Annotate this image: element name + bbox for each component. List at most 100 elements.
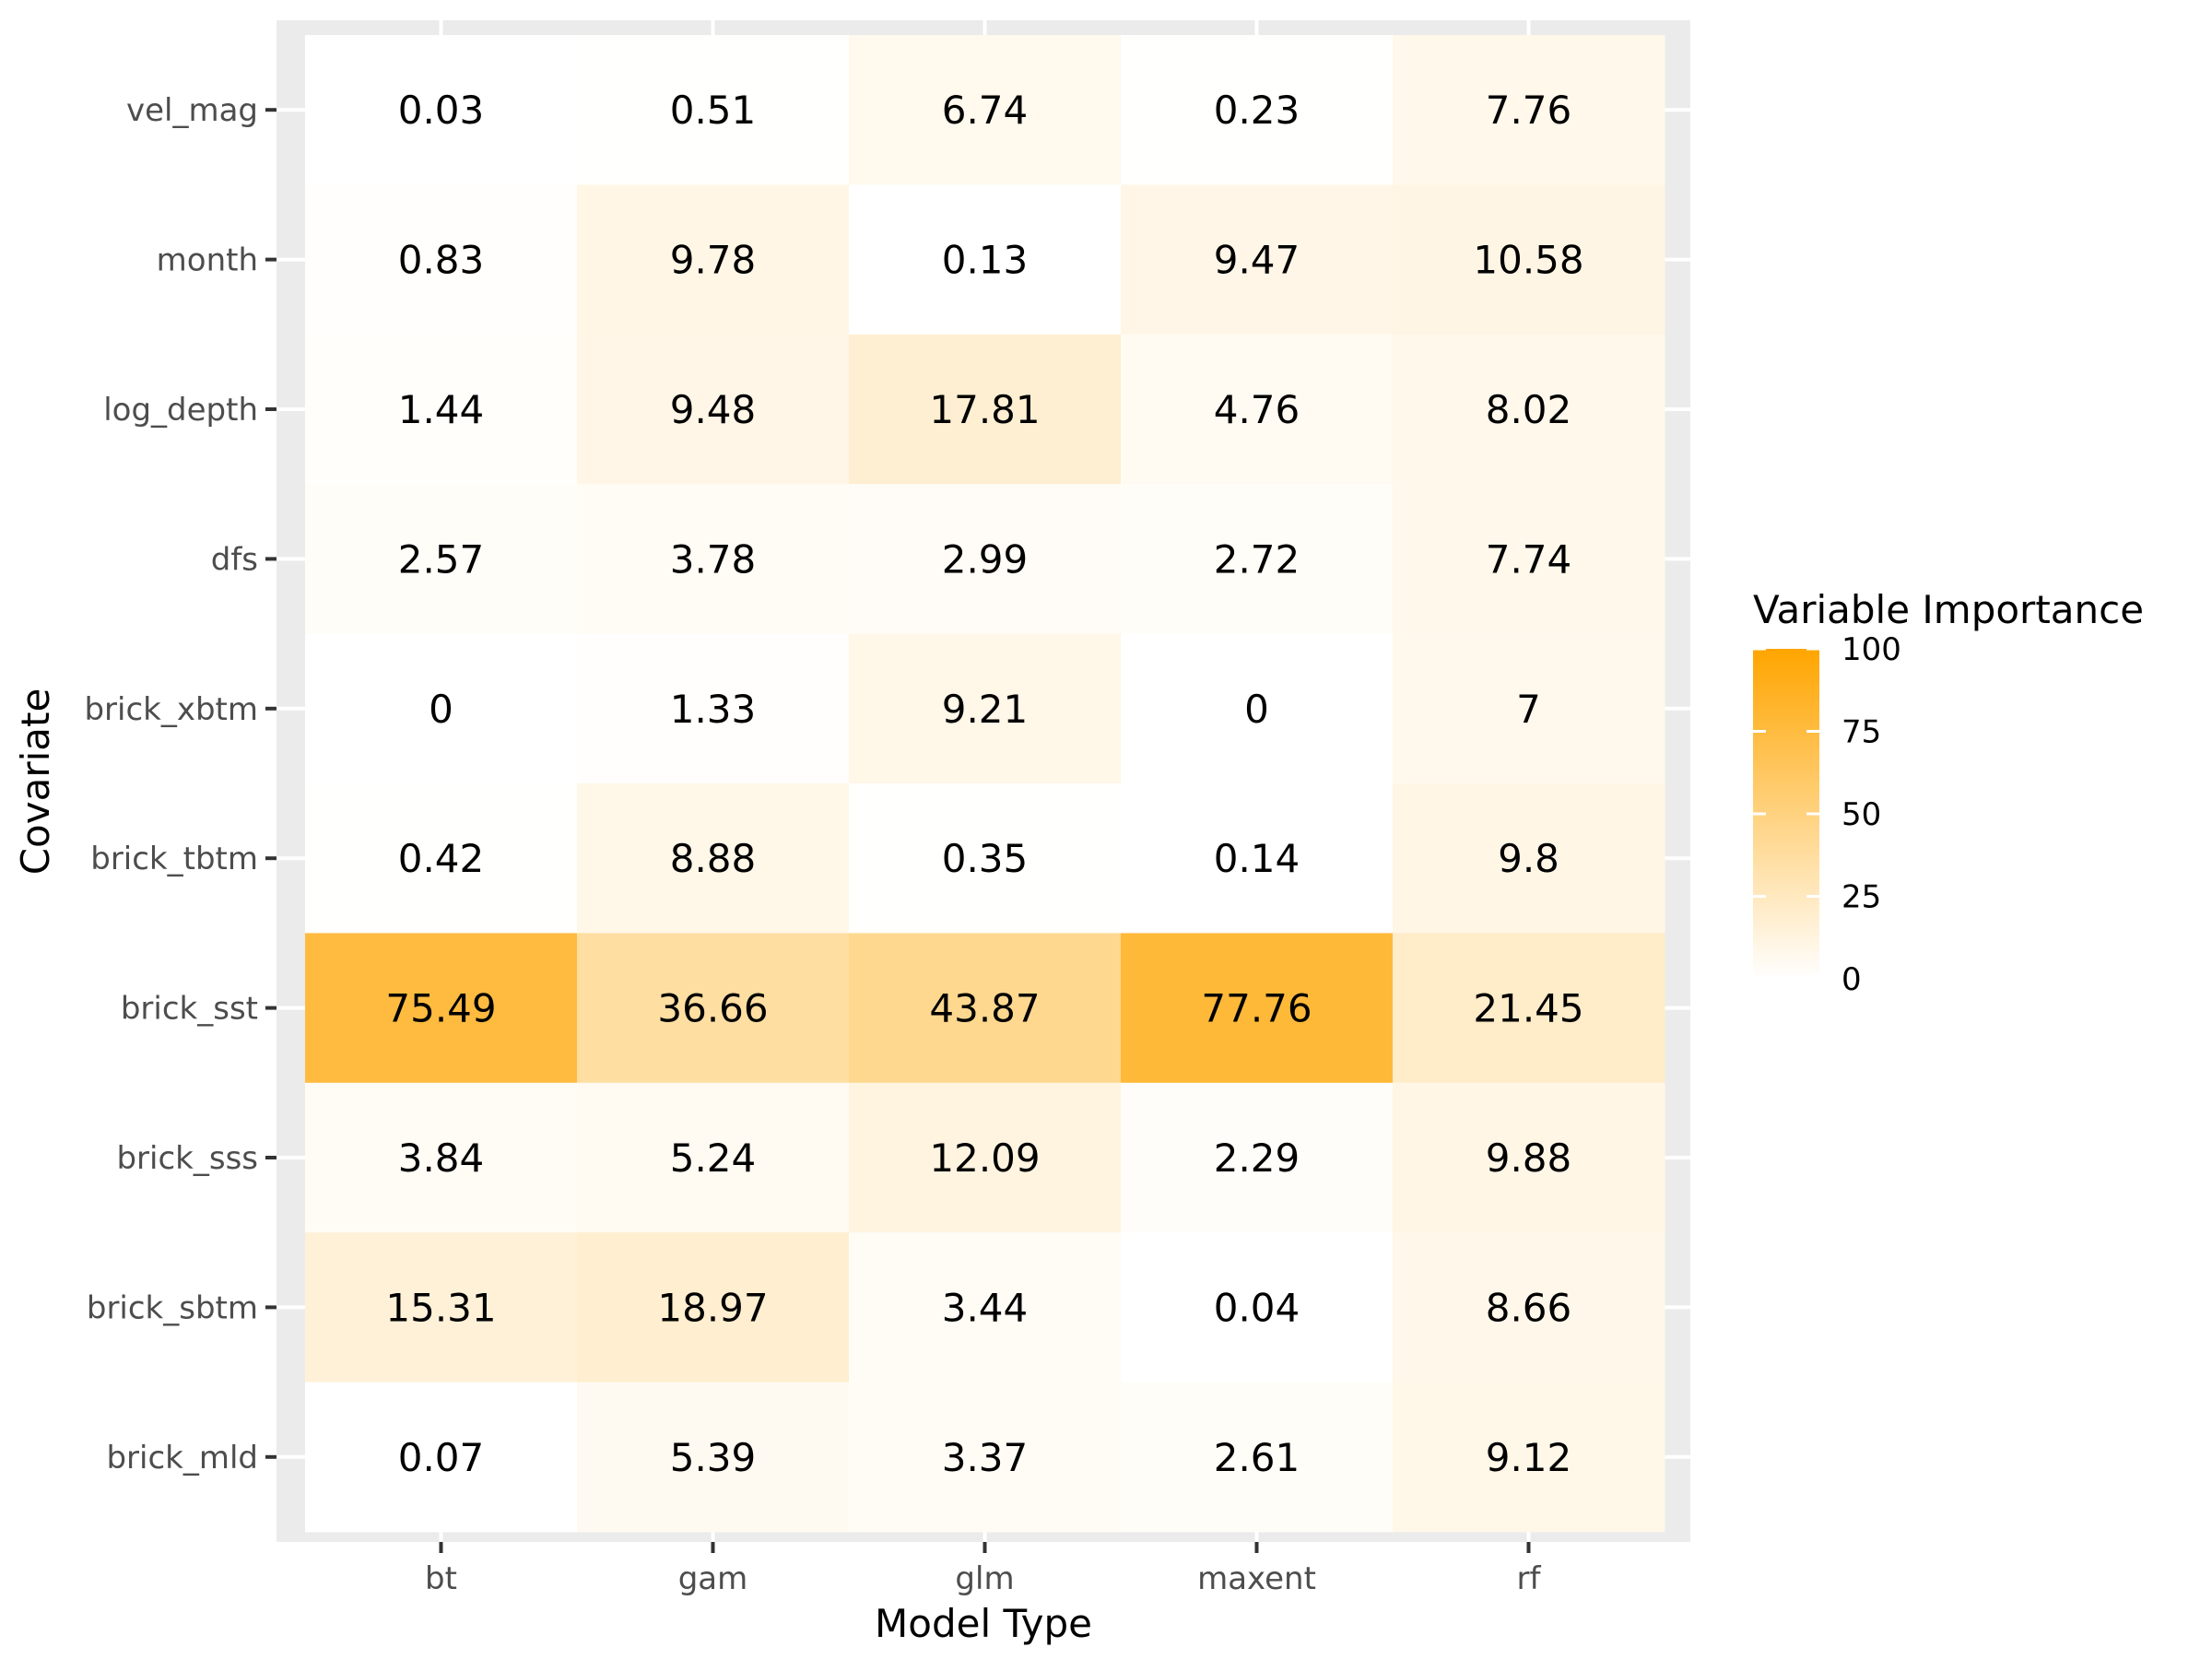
heatmap-cell	[305, 35, 578, 185]
heatmap-cell	[577, 933, 850, 1084]
cell-value-label: 17.81	[929, 387, 1040, 432]
cell-value-label: 43.87	[929, 986, 1040, 1031]
legend-title: Variable Importance	[1753, 587, 2144, 632]
x-tick-label: bt	[425, 1560, 457, 1597]
cell-value-label: 1.33	[670, 687, 757, 732]
cell-value-label: 21.45	[1473, 986, 1583, 1031]
cell-value-label: 0	[429, 687, 453, 732]
cell-value-label: 8.66	[1486, 1285, 1572, 1330]
heatmap-cell	[305, 783, 578, 934]
heatmap-cell	[1121, 35, 1394, 185]
heatmap-cell	[305, 633, 578, 784]
cell-value-label: 0.04	[1214, 1285, 1300, 1330]
y-tick-label: dfs	[211, 541, 258, 578]
cell-value-label: 0.42	[398, 836, 485, 881]
cell-value-label: 10.58	[1473, 238, 1583, 283]
heatmap-cells	[305, 35, 1665, 1533]
cell-value-label: 18.97	[657, 1285, 768, 1330]
heatmap-cell	[577, 35, 850, 185]
cell-value-label: 75.49	[385, 986, 496, 1031]
y-tick-label: month	[157, 242, 258, 279]
x-tick-label: gam	[678, 1560, 748, 1597]
heatmap-cell	[577, 1382, 850, 1533]
heatmap-cell	[1393, 35, 1665, 185]
heatmap-cell	[577, 1232, 850, 1383]
heatmap-cell	[305, 933, 578, 1084]
cell-value-label: 7.76	[1486, 88, 1572, 133]
legend-tick-label: 0	[1841, 961, 1862, 998]
heatmap-cell	[1393, 184, 1665, 335]
cell-value-label: 1.44	[398, 387, 485, 432]
heatmap-cell	[849, 783, 1122, 934]
legend-tick-label: 75	[1841, 714, 1881, 751]
y-tick-label: brick_sss	[116, 1140, 258, 1177]
heatmap-cell	[305, 1082, 578, 1233]
cell-value-label: 2.99	[942, 536, 1029, 582]
heatmap-cell	[849, 484, 1122, 635]
cell-value-label: 5.24	[670, 1135, 757, 1181]
heatmap-cell	[1121, 633, 1394, 784]
y-axis-title: Covariate	[13, 688, 58, 876]
y-tick-label: vel_mag	[126, 92, 258, 129]
heatmap-cell	[1121, 1082, 1394, 1233]
heatmap-cell	[577, 1082, 850, 1233]
x-tick-label: glm	[955, 1560, 1014, 1597]
cell-value-label: 0	[1244, 687, 1269, 732]
legend-tick-label: 100	[1841, 631, 1901, 668]
cell-value-label: 9.8	[1498, 836, 1559, 881]
cell-value-label: 3.44	[942, 1285, 1029, 1330]
x-axis-title: Model Type	[875, 1601, 1092, 1646]
heatmap-cell	[849, 633, 1122, 784]
heatmap-cell	[577, 484, 850, 635]
heatmap-cell	[849, 1082, 1122, 1233]
cell-value-label: 0.14	[1214, 836, 1300, 881]
x-tick-label: rf	[1517, 1560, 1542, 1597]
cell-value-label: 0.83	[398, 238, 485, 283]
cell-value-labels: 0.03 0.51 6.74 0.23 7.76 0.83 9.78 0.13 9.47 10.5…	[385, 88, 1583, 1480]
cell-value-label: 9.78	[670, 238, 757, 283]
heatmap-cell	[849, 334, 1122, 485]
heatmap-cell	[577, 783, 850, 934]
heatmap-cell	[1393, 484, 1665, 635]
cell-value-label: 3.37	[942, 1435, 1029, 1480]
legend: Variable Importance 0 25 50 75 100	[1753, 587, 2144, 998]
cell-value-label: 9.47	[1214, 238, 1300, 283]
cell-value-label: 0.03	[398, 88, 485, 133]
heatmap-cell	[849, 1382, 1122, 1533]
legend-tick-label: 50	[1841, 796, 1881, 833]
cell-value-label: 3.78	[670, 536, 757, 582]
heatmap-cell	[1393, 334, 1665, 485]
heatmap-cell	[577, 633, 850, 784]
cell-value-label: 0.51	[670, 88, 757, 133]
cell-value-label: 5.39	[670, 1435, 757, 1480]
cell-value-label: 0.13	[942, 238, 1029, 283]
heatmap-cell	[849, 1232, 1122, 1383]
y-tick-label: brick_sbtm	[87, 1289, 258, 1326]
y-tick-label: log_depth	[103, 392, 258, 429]
heatmap-cell	[1393, 783, 1665, 934]
cell-value-label: 8.88	[670, 836, 757, 881]
cell-value-label: 15.31	[385, 1285, 496, 1330]
cell-value-label: 36.66	[657, 986, 768, 1031]
cell-value-label: 9.21	[942, 687, 1029, 732]
cell-value-label: 7.74	[1486, 536, 1572, 582]
x-tick-label: maxent	[1197, 1560, 1316, 1597]
cell-value-label: 12.09	[929, 1135, 1040, 1181]
heatmap-cell	[1121, 1382, 1394, 1533]
cell-value-label: 77.76	[1201, 986, 1312, 1031]
y-tick-label: brick_mld	[106, 1440, 258, 1477]
cell-value-label: 8.02	[1486, 387, 1572, 432]
y-tick-label: brick_tbtm	[90, 841, 258, 877]
cell-value-label: 2.61	[1214, 1435, 1300, 1480]
cell-value-label: 7	[1516, 687, 1541, 732]
y-tick-label: brick_sst	[121, 991, 258, 1028]
heatmap-cell	[1393, 933, 1665, 1084]
heatmap-cell	[1121, 184, 1394, 335]
heatmap-cell	[577, 184, 850, 335]
heatmap-cell	[305, 334, 578, 485]
legend-tick-label: 25	[1841, 879, 1881, 916]
heatmap-cell	[1121, 334, 1394, 485]
y-tick-label: brick_xbtm	[84, 691, 258, 728]
cell-value-label: 0.23	[1214, 88, 1300, 133]
